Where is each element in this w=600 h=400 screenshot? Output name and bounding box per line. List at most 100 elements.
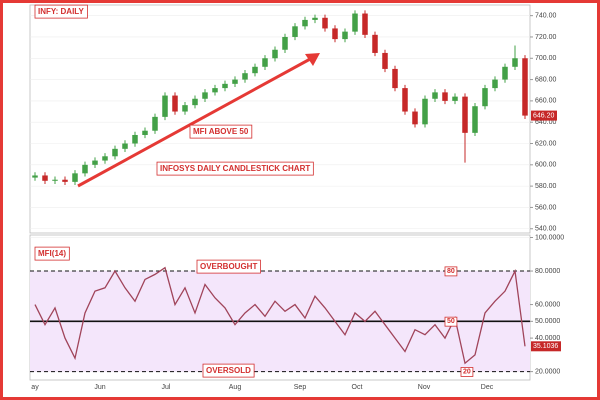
annotation-box — [202, 363, 255, 378]
y-tick-label: 100.0000 — [535, 234, 564, 241]
annotation-box — [34, 246, 70, 261]
candle-body — [492, 79, 498, 89]
y-tick-label: 620.00 — [535, 140, 557, 147]
y-tick-label: 640.00 — [535, 119, 557, 126]
candle-body — [422, 98, 428, 125]
candle-body — [432, 92, 438, 99]
candle-body — [92, 160, 98, 165]
label-box — [444, 316, 458, 327]
y-tick-label: 50.0000 — [535, 318, 560, 325]
x-tick-label: Jul — [162, 384, 171, 391]
candle-body — [292, 26, 298, 37]
annotation: OVERBOUGHT — [200, 262, 257, 271]
label-box — [444, 266, 458, 277]
candle-body — [82, 164, 88, 174]
candle-body — [242, 73, 248, 80]
candle-body — [482, 88, 488, 107]
last-value-box — [531, 341, 561, 352]
last-value-label: 35.1036 — [533, 343, 558, 350]
ref-label: 50 — [447, 318, 455, 325]
x-tick-label: Nov — [418, 384, 431, 391]
y-tick-label: 680.00 — [535, 76, 557, 83]
label-box — [460, 367, 474, 377]
candle-body — [412, 111, 418, 125]
last-price-box — [531, 110, 557, 121]
candle-body — [272, 49, 278, 59]
candle-body — [512, 58, 518, 67]
ref-label: 20 — [463, 368, 471, 375]
last-price-label: 646.20 — [533, 112, 555, 119]
candle-body — [212, 88, 218, 93]
candle-body — [462, 96, 468, 133]
candle-body — [352, 13, 358, 32]
candle-body — [182, 105, 188, 112]
candle-body — [202, 92, 208, 99]
y-tick-label: 720.00 — [535, 34, 557, 41]
candle-body — [472, 106, 478, 133]
candle-body — [402, 88, 408, 112]
candle-body — [102, 156, 108, 161]
candle-body — [122, 143, 128, 149]
candle-body — [192, 98, 198, 106]
panel-title: MFI(14) — [38, 249, 66, 258]
candle-body — [132, 134, 138, 144]
y-tick-label: 80.0000 — [535, 268, 560, 275]
x-tick-label: ay — [31, 384, 39, 391]
annotation: OVERSOLD — [206, 366, 251, 375]
panel — [29, 4, 531, 234]
y-tick-label: 60.0000 — [535, 301, 560, 308]
candle-body — [42, 175, 48, 181]
candle-body — [222, 83, 228, 89]
x-tick-label: Oct — [352, 384, 363, 391]
candle-body — [392, 68, 398, 89]
candle-body — [522, 58, 528, 116]
annotation-box — [196, 259, 261, 274]
annotation-box — [156, 161, 314, 176]
annotation-box — [34, 4, 88, 19]
y-tick-label: 580.00 — [535, 183, 557, 190]
candle-body — [262, 58, 268, 67]
candle-body — [152, 116, 158, 131]
candle-body — [372, 34, 378, 53]
y-tick-label: 540.00 — [535, 226, 557, 233]
candle-body — [312, 17, 318, 20]
annotation: INFOSYS DAILY CANDLESTICK CHART — [160, 164, 310, 173]
candle-body — [142, 130, 148, 135]
arrow-head — [305, 53, 320, 66]
y-tick-label: 660.00 — [535, 98, 557, 105]
candle-body — [302, 19, 308, 27]
candle-body — [62, 179, 68, 182]
mfi-line — [34, 266, 526, 365]
candle-body — [342, 31, 348, 40]
candle-body — [162, 95, 168, 117]
trend-arrow — [77, 56, 313, 188]
y-tick-label: 40.0000 — [535, 335, 560, 342]
candle-body — [362, 13, 368, 35]
candle-body — [72, 173, 78, 182]
x-tick-label: Jun — [94, 384, 105, 391]
candle-body — [172, 95, 178, 112]
annotation: MFI ABOVE 50 — [193, 127, 249, 136]
x-tick-label: Sep — [294, 384, 307, 391]
y-tick-label: 600.00 — [535, 162, 557, 169]
candle-body — [322, 17, 328, 29]
annotation-box — [189, 124, 253, 139]
candle-body — [382, 52, 388, 69]
candle-body — [502, 66, 508, 80]
candle-body — [452, 96, 458, 101]
y-tick-label: 560.00 — [535, 204, 557, 211]
chart-title: INFY: DAILY — [38, 7, 84, 16]
y-tick-label: 740.00 — [535, 12, 557, 19]
candle-body — [112, 148, 118, 157]
candle-body — [282, 36, 288, 50]
x-tick-label: Dec — [481, 384, 494, 391]
candle-body — [252, 66, 258, 74]
candle-body — [52, 179, 58, 181]
candle-body — [442, 92, 448, 101]
x-tick-label: Aug — [229, 384, 242, 391]
candle-body — [332, 28, 338, 40]
y-tick-label: 20.0000 — [535, 368, 560, 375]
candle-body — [32, 175, 38, 178]
ref-label: 80 — [447, 268, 455, 275]
